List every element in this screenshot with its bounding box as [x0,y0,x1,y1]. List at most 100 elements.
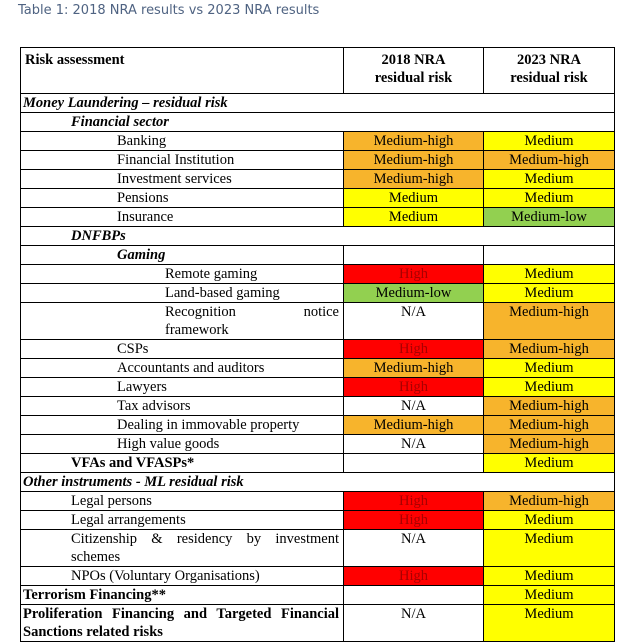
row: Financial Institution Medium-high Medium-h… [20,150,615,170]
header-cell: 2023 NRA residual risk [483,47,615,94]
risk-cell: Medium-high [483,396,615,416]
row-label: High value goods [20,434,344,454]
row-label: Lawyers [20,377,344,397]
caption: Table 1: 2018 NRA results vs 2023 NRA re… [18,3,320,18]
row: CSPs High Medium-high [20,339,615,359]
row: Accountants and auditors Medium-high Mediu… [20,358,615,378]
risk-cell: High [343,566,484,586]
row-label: Terrorism Financing** [20,585,344,605]
risk-cell: Medium-high [483,150,615,170]
risk-cell: N/A [343,396,484,416]
risk-cell: Medium-high [343,358,484,378]
risk-cell: Medium-high [483,491,615,511]
row-label: Financial sector [20,112,615,132]
risk-cell: Medium-high [483,302,615,340]
risk-cell: Medium-high [343,169,484,189]
risk-cell: N/A [343,529,484,567]
risk-cell: High [343,264,484,284]
risk-cell: Medium [483,453,615,473]
risk-cell: Medium [483,169,615,189]
header-cell: 2018 NRA residual risk [343,47,484,94]
header-row: Risk assessment 2018 NRA residual risk 20… [20,47,615,94]
risk-cell: High [343,491,484,511]
row: Insurance Medium Medium-low [20,207,615,227]
row-label: Financial Institution [20,150,344,170]
header-cell: Risk assessment [20,47,344,94]
row: DNFBPs [20,226,615,246]
row-label: Citizenship & residency by investment sc… [20,529,344,567]
risk-cell: Medium-high [343,150,484,170]
risk-cell: Medium-high [343,131,484,151]
row: Citizenship & residency by investment sc… [20,529,615,567]
row: Proliferation Financing and Targeted Fin… [20,604,615,642]
row-label: Recognition notice framework [20,302,344,340]
row: Tax advisors N/A Medium-high [20,396,615,416]
risk-cell: Medium-high [483,339,615,359]
empty-cell [483,245,615,265]
risk-cell: Medium-low [483,207,615,227]
row-label: DNFBPs [20,226,615,246]
row-label: Banking [20,131,344,151]
header-line: 2023 NRA [516,52,582,68]
risk-cell: Medium-high [483,415,615,435]
row-label: Insurance [20,207,344,227]
risk-cell: High [343,377,484,397]
row-label: Gaming [20,245,344,265]
row: Legal persons High Medium-high [20,491,615,511]
risk-cell: Medium-high [483,434,615,454]
row-label: Proliferation Financing and Targeted Fin… [20,604,344,642]
header-line: residual risk [510,70,588,86]
row: Gaming [20,245,615,265]
empty-cell [343,245,484,265]
row-label: Other instruments - ML residual risk [20,472,615,492]
row: Dealing in immovable property Medium-high… [20,415,615,435]
row: Terrorism Financing** Medium [20,585,615,605]
row: Investment services Medium-high Medium [20,169,615,189]
risk-cell: Medium-high [343,415,484,435]
risk-cell: Medium [343,207,484,227]
row: Other instruments - ML residual risk [20,472,615,492]
row-label: CSPs [20,339,344,359]
row-label: VFAs and VFASPs* [20,453,344,473]
row-label: Legal persons [20,491,344,511]
row: Remote gaming High Medium [20,264,615,284]
risk-cell: N/A [343,434,484,454]
risk-cell: High [343,339,484,359]
row-label: Legal arrangements [20,510,344,530]
risk-cell: Medium [483,188,615,208]
table-body: Risk assessment 2018 NRA residual risk 20… [20,47,615,642]
row: Money Laundering – residual risk [20,93,615,113]
row-label: Remote gaming [20,264,344,284]
row: NPOs (Voluntary Organisations) High Medium [20,566,615,586]
risk-cell: Medium [483,377,615,397]
row: Legal arrangements High Medium [20,510,615,530]
risk-cell: N/A [343,604,484,642]
risk-cell: Medium [343,188,484,208]
row-label: Pensions [20,188,344,208]
row: Pensions Medium Medium [20,188,615,208]
row-label: Money Laundering – residual risk [20,93,615,113]
risk-cell: Medium [483,510,615,530]
header-line: residual risk [374,70,453,86]
row: Financial sector [20,112,615,132]
row-label: NPOs (Voluntary Organisations) [20,566,344,586]
row-label: Accountants and auditors [20,358,344,378]
empty-cell [343,453,484,473]
risk-cell: N/A [343,302,484,340]
row-label: Tax advisors [20,396,344,416]
risk-cell: Medium [483,358,615,378]
row: Land-based gaming Medium-low Medium [20,283,615,303]
header-line: 2018 NRA [381,52,446,68]
empty-cell [343,585,484,605]
row: Lawyers High Medium [20,377,615,397]
row-label: Investment services [20,169,344,189]
risk-cell: Medium [483,131,615,151]
row: Banking Medium-high Medium [20,131,615,151]
row: VFAs and VFASPs* Medium [20,453,615,473]
row-label: Land-based gaming [20,283,344,303]
risk-cell: Medium [483,566,615,586]
risk-table: Risk assessment 2018 NRA residual risk 20… [20,47,615,642]
risk-cell: Medium [483,529,615,567]
row: Recognition notice framework N/A Medium-hi… [20,302,615,340]
risk-cell: High [343,510,484,530]
